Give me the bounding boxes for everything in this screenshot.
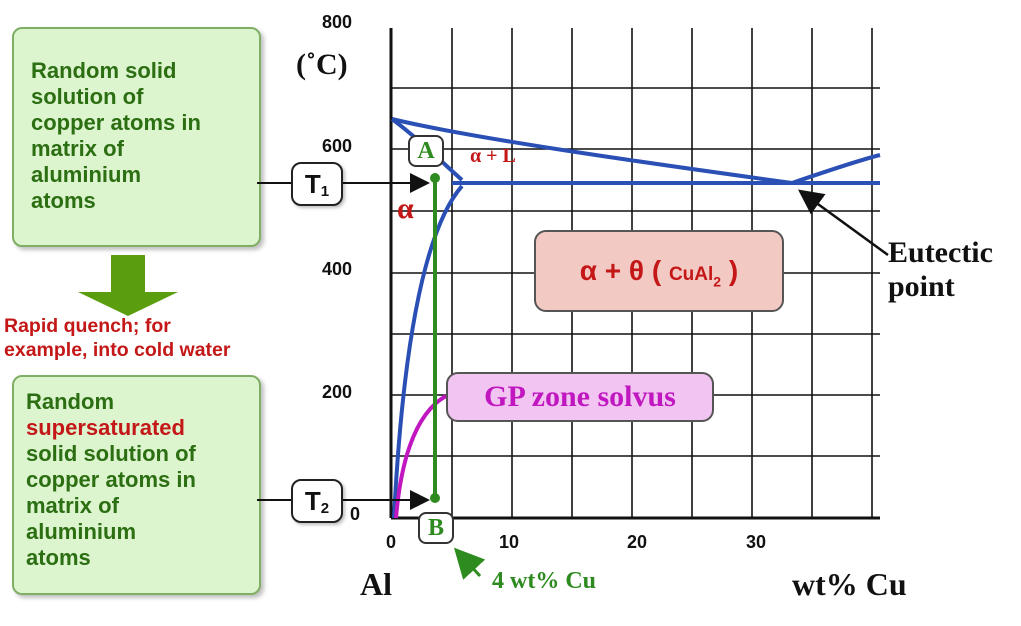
quenched-state-box: Random supersaturated solid solution of … bbox=[12, 375, 261, 595]
gp-zone-solvus-label: GP zone solvus bbox=[446, 372, 714, 422]
quenched-highlight: supersaturated bbox=[26, 415, 185, 440]
initial-line-6: atoms bbox=[31, 188, 96, 213]
initial-line-3: copper atoms in bbox=[31, 110, 201, 135]
initial-line-4: matrix of bbox=[31, 136, 124, 161]
alpha-label: α bbox=[397, 192, 414, 225]
x-tick-0: 0 bbox=[385, 532, 396, 552]
eutectic-point-label: Eutectic point bbox=[888, 236, 993, 303]
initial-state-text: Random solid solution of copper atoms in… bbox=[31, 58, 201, 214]
quenched-line-6: aluminium bbox=[26, 519, 137, 544]
x-tick-10: 10 bbox=[498, 532, 520, 552]
quenched-line-1: Random bbox=[26, 389, 114, 414]
solvus-line bbox=[392, 184, 464, 519]
initial-state-box: Random solid solution of copper atoms in… bbox=[12, 27, 261, 247]
quench-arrow-icon bbox=[78, 255, 178, 316]
phase-boundaries bbox=[390, 117, 881, 519]
point-b-dot bbox=[430, 493, 440, 503]
initial-line-2: solution of bbox=[31, 84, 144, 109]
y-tick-600: 600 bbox=[321, 136, 352, 156]
t2-label: T2 bbox=[291, 479, 343, 523]
x-tick-30: 30 bbox=[745, 532, 767, 552]
x-left-label: Al bbox=[360, 566, 392, 602]
y-tick-200: 200 bbox=[321, 382, 352, 402]
point-a-label: A bbox=[408, 135, 444, 167]
point-b-label: B bbox=[418, 512, 454, 544]
initial-line-5: aluminium bbox=[31, 162, 142, 187]
liquidus-right bbox=[791, 153, 881, 185]
y-unit-label: (˚C) bbox=[296, 48, 348, 81]
liquidus-line bbox=[391, 117, 793, 185]
alpha-liquid-label: α + L bbox=[470, 145, 516, 167]
t1-label: T1 bbox=[291, 162, 343, 206]
y-tick-400: 400 bbox=[321, 259, 352, 279]
composition-arrow bbox=[453, 547, 486, 580]
composition-label: 4 wt% Cu bbox=[492, 568, 597, 594]
quenched-line-3: solid solution of bbox=[26, 441, 196, 466]
quench-caption: Rapid quench; for example, into cold wat… bbox=[4, 314, 334, 362]
quench-line-2: example, into cold water bbox=[4, 339, 231, 361]
x-axis-label: wt% Cu bbox=[792, 566, 907, 602]
y-tick-800: 800 bbox=[321, 12, 352, 32]
y-tick-0: 0 bbox=[349, 504, 360, 524]
quenched-state-text: Random supersaturated solid solution of … bbox=[26, 389, 196, 571]
quenched-line-5: matrix of bbox=[26, 493, 119, 518]
x-tick-20: 20 bbox=[626, 532, 648, 552]
quenched-line-4: copper atoms in bbox=[26, 467, 196, 492]
quenched-line-7: atoms bbox=[26, 545, 91, 570]
eutectic-arrow bbox=[797, 189, 889, 257]
initial-line-1: Random solid bbox=[31, 58, 177, 83]
quench-line-1: Rapid quench; for bbox=[4, 315, 171, 337]
point-a-dot bbox=[430, 173, 440, 183]
alpha-theta-region-label: α + θ ( CuAl2 ) bbox=[534, 230, 784, 312]
